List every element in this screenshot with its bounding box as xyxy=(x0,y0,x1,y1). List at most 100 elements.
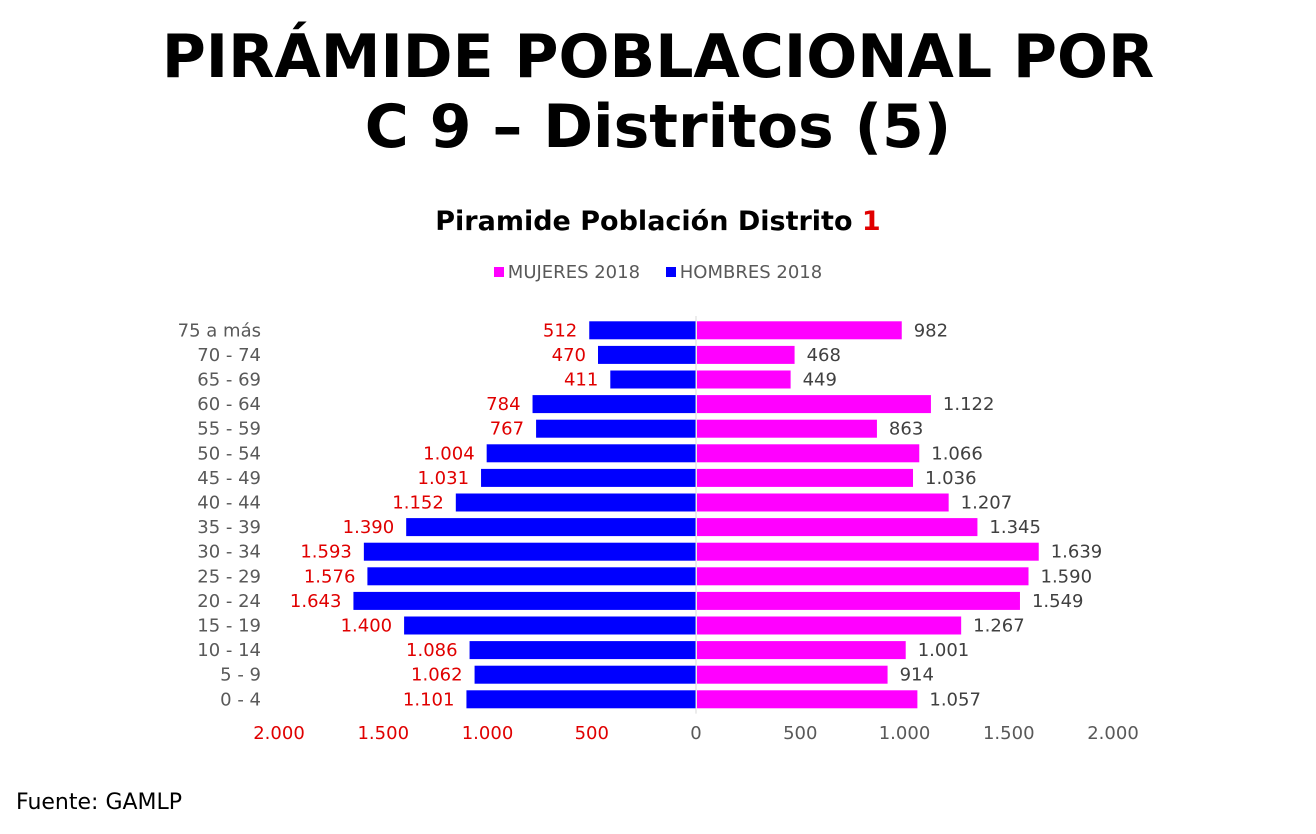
slide-title-line2: C 9 – Distritos (5) xyxy=(364,92,952,162)
bar-mujeres xyxy=(697,321,902,340)
category-label: 20 - 24 xyxy=(197,591,261,612)
bar-hombres xyxy=(532,395,696,414)
x-tick-label: 1.500 xyxy=(983,723,1035,744)
x-tick-label: 1.000 xyxy=(462,723,514,744)
data-label-hombres: 767 xyxy=(490,419,524,440)
category-label: 45 - 49 xyxy=(197,468,261,489)
bar-hombres xyxy=(404,616,696,635)
data-label-hombres: 784 xyxy=(486,394,520,415)
data-label-mujeres: 1.207 xyxy=(961,493,1013,514)
bar-hombres xyxy=(406,518,696,537)
x-tick-label: 500 xyxy=(575,723,609,744)
data-label-mujeres: 1.590 xyxy=(1041,566,1093,587)
category-label: 75 a más xyxy=(178,320,261,341)
data-label-mujeres: 1.122 xyxy=(943,394,995,415)
slide-title: PIRÁMIDE POBLACIONAL POR C 9 – Distritos… xyxy=(0,22,1316,162)
data-label-mujeres: 1.001 xyxy=(918,640,970,661)
legend-item-hombres: HOMBRES 2018 xyxy=(665,262,823,283)
x-tick-label: 0 xyxy=(690,723,701,744)
data-label-mujeres: 1.639 xyxy=(1051,542,1103,563)
bar-hombres xyxy=(474,665,696,684)
bar-mujeres xyxy=(697,395,931,414)
x-tick-label: 1.500 xyxy=(357,723,409,744)
data-label-mujeres: 1.057 xyxy=(929,689,981,710)
data-label-mujeres: 982 xyxy=(914,320,948,341)
x-tick-label: 2.000 xyxy=(1087,723,1139,744)
source-note: Fuente: GAMLP xyxy=(16,790,183,815)
bar-mujeres xyxy=(697,690,918,709)
bar-hombres xyxy=(589,321,696,340)
bar-hombres xyxy=(469,641,696,660)
data-label-mujeres: 1.267 xyxy=(973,616,1025,637)
chart-legend: MUJERES 2018 HOMBRES 2018 xyxy=(0,262,1316,283)
data-label-hombres: 1.400 xyxy=(341,616,393,637)
chart-title-text: Piramide Población Distrito xyxy=(435,206,853,237)
category-label: 30 - 34 xyxy=(197,542,261,563)
bar-mujeres xyxy=(697,468,914,487)
data-label-hombres: 1.593 xyxy=(300,542,352,563)
category-label: 25 - 29 xyxy=(197,566,261,587)
data-label-hombres: 1.004 xyxy=(423,443,475,464)
bar-mujeres xyxy=(697,518,978,537)
x-tick-label: 500 xyxy=(783,723,817,744)
legend-item-mujeres: MUJERES 2018 xyxy=(493,262,640,283)
bar-hombres xyxy=(610,370,696,389)
data-label-hombres: 1.152 xyxy=(392,493,444,514)
x-tick-label: 1.000 xyxy=(879,723,931,744)
category-label: 0 - 4 xyxy=(220,689,261,710)
bar-mujeres xyxy=(697,370,791,389)
bar-hombres xyxy=(466,690,696,709)
bar-mujeres xyxy=(697,591,1020,610)
category-label: 15 - 19 xyxy=(197,616,261,637)
slide-title-line1: PIRÁMIDE POBLACIONAL POR xyxy=(161,22,1155,92)
chart-title-highlight: 1 xyxy=(861,206,881,237)
data-label-hombres: 1.576 xyxy=(304,566,356,587)
data-label-mujeres: 1.345 xyxy=(989,517,1041,538)
data-label-hombres: 1.086 xyxy=(406,640,458,661)
legend-swatch-hombres xyxy=(665,267,676,277)
data-label-mujeres: 863 xyxy=(889,419,923,440)
category-label: 55 - 59 xyxy=(197,419,261,440)
bar-hombres xyxy=(363,542,696,561)
data-label-hombres: 1.101 xyxy=(403,689,455,710)
legend-label-hombres: HOMBRES 2018 xyxy=(679,262,823,283)
data-label-mujeres: 1.066 xyxy=(931,443,983,464)
bar-mujeres xyxy=(697,444,920,463)
bar-hombres xyxy=(455,493,696,512)
data-label-hombres: 512 xyxy=(543,320,577,341)
category-label: 10 - 14 xyxy=(197,640,261,661)
data-label-hombres: 470 xyxy=(552,345,586,366)
data-label-hombres: 1.643 xyxy=(290,591,342,612)
bar-hombres xyxy=(367,567,696,586)
category-label: 5 - 9 xyxy=(220,665,261,686)
bar-mujeres xyxy=(697,345,795,364)
data-label-mujeres: 468 xyxy=(807,345,841,366)
bar-hombres xyxy=(353,591,696,610)
category-label: 35 - 39 xyxy=(197,517,261,538)
category-label: 40 - 44 xyxy=(197,493,261,514)
data-label-hombres: 1.062 xyxy=(411,665,463,686)
bar-hombres xyxy=(598,345,696,364)
data-label-mujeres: 1.036 xyxy=(925,468,977,489)
category-label: 65 - 69 xyxy=(197,370,261,391)
chart-title: Piramide Población Distrito 1 xyxy=(0,206,1316,237)
bar-mujeres xyxy=(697,567,1029,586)
data-label-mujeres: 914 xyxy=(900,665,934,686)
bar-hombres xyxy=(536,419,696,438)
bar-mujeres xyxy=(697,616,962,635)
bar-hombres xyxy=(481,468,696,487)
population-pyramid-chart: 75 a más 512 982 70 - 74 470 468 65 - 69 411 449… xyxy=(178,316,1139,744)
bar-mujeres xyxy=(697,542,1039,561)
bar-mujeres xyxy=(697,641,906,660)
x-tick-label: 2.000 xyxy=(253,723,305,744)
legend-swatch-mujeres xyxy=(493,267,504,277)
data-label-hombres: 411 xyxy=(564,370,598,391)
bar-mujeres xyxy=(697,419,877,438)
category-label: 50 - 54 xyxy=(197,443,261,464)
category-label: 60 - 64 xyxy=(197,394,261,415)
bar-mujeres xyxy=(697,665,888,684)
data-label-hombres: 1.390 xyxy=(343,517,395,538)
data-label-hombres: 1.031 xyxy=(418,468,470,489)
bar-hombres xyxy=(486,444,696,463)
bar-mujeres xyxy=(697,493,949,512)
